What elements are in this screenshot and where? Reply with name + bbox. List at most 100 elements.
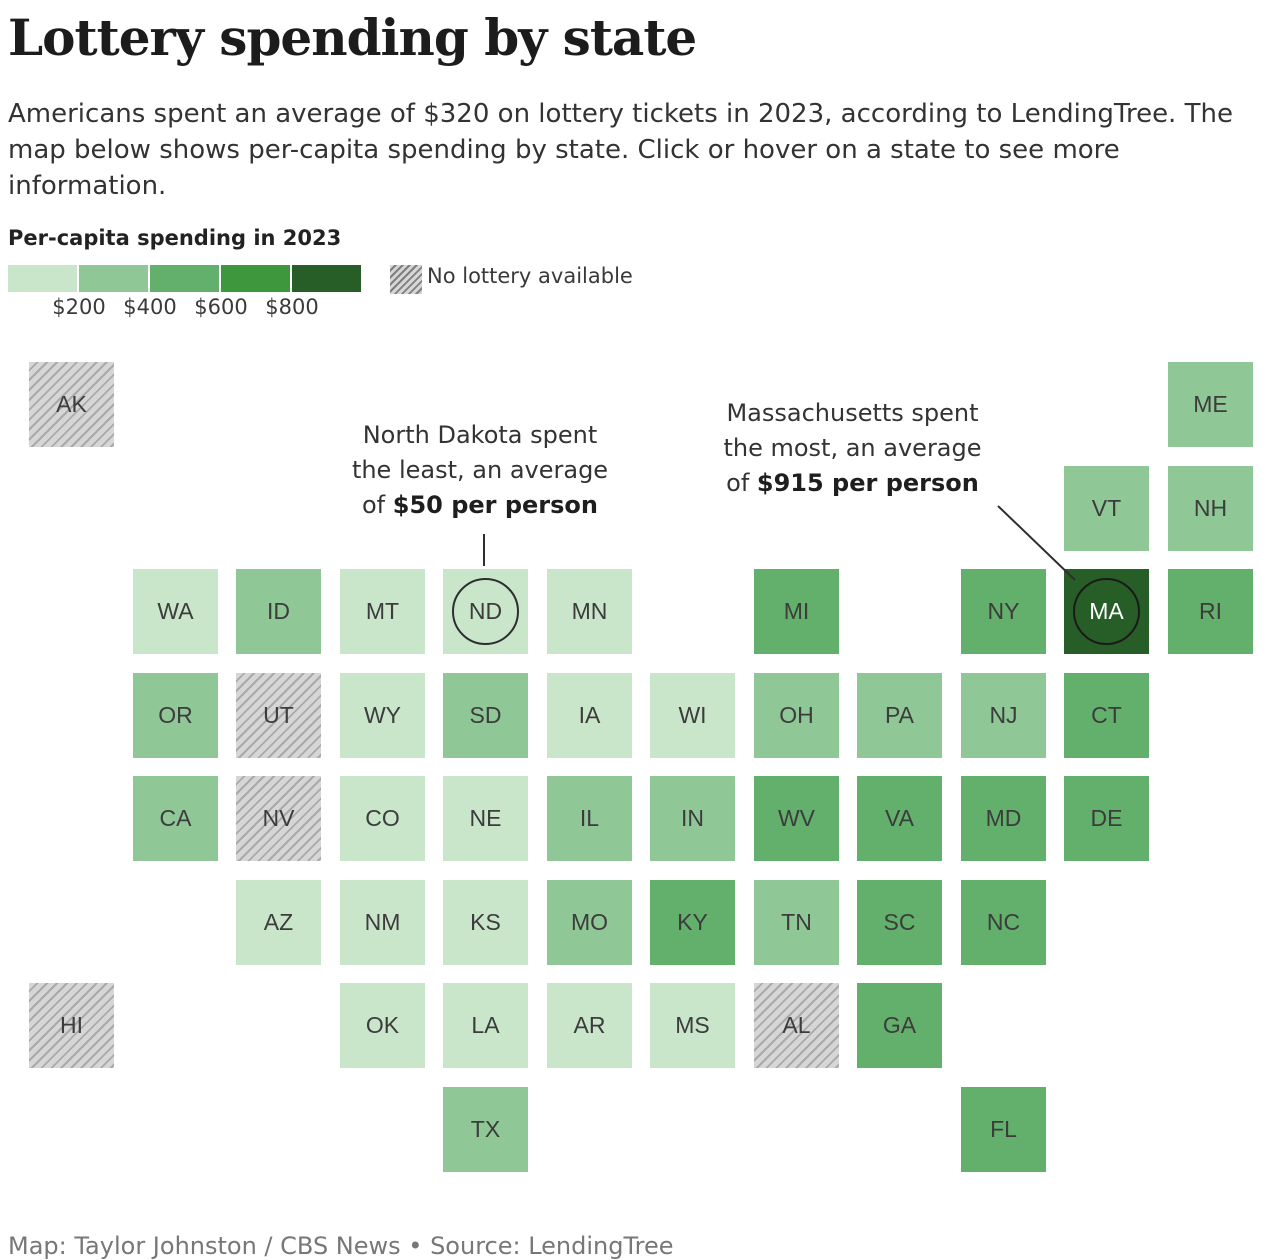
state-abbr-label: NM <box>364 909 401 935</box>
state-abbr-label: AZ <box>263 909 294 935</box>
legend-swatch-bin-4 <box>221 265 290 292</box>
state-tile-nv[interactable]: NV <box>236 776 321 861</box>
state-tile-ks[interactable]: KS <box>443 880 528 965</box>
state-tile-nj[interactable]: NJ <box>961 673 1046 758</box>
no-lottery-label: No lottery available <box>427 264 633 288</box>
annotation-line: Massachusetts spent <box>726 399 979 427</box>
state-tile-md[interactable]: MD <box>961 776 1046 861</box>
state-tile-tx[interactable]: TX <box>443 1087 528 1172</box>
state-tile-co[interactable]: CO <box>340 776 425 861</box>
state-abbr-label: CO <box>365 805 400 831</box>
state-tile-ak[interactable]: AK <box>29 362 114 447</box>
state-abbr-label: PA <box>885 702 914 728</box>
state-abbr-label: IN <box>681 805 704 831</box>
state-tile-ms[interactable]: MS <box>650 983 735 1068</box>
state-tile-ne[interactable]: NE <box>443 776 528 861</box>
state-tile-nm[interactable]: NM <box>340 880 425 965</box>
state-tile-id[interactable]: ID <box>236 569 321 654</box>
annotation-line: of $50 per person <box>330 488 630 523</box>
state-tile-wa[interactable]: WA <box>133 569 218 654</box>
legend-swatch-bin-1 <box>8 265 77 292</box>
annotation-prefix: of <box>361 491 393 519</box>
state-tile-sd[interactable]: SD <box>443 673 528 758</box>
state-tile-mt[interactable]: MT <box>340 569 425 654</box>
state-tile-ct[interactable]: CT <box>1064 673 1149 758</box>
state-tile-az[interactable]: AZ <box>236 880 321 965</box>
state-abbr-label: NE <box>469 805 502 831</box>
state-tile-mo[interactable]: MO <box>547 880 632 965</box>
annotation-massachusetts: Massachusetts spent the most, an average… <box>700 396 1005 501</box>
state-tile-mi[interactable]: MI <box>754 569 839 654</box>
legend-swatch-bin-3 <box>150 265 219 292</box>
state-tile-vt[interactable]: VT <box>1064 466 1149 551</box>
state-abbr-label: NH <box>1193 495 1228 521</box>
state-tile-in[interactable]: IN <box>650 776 735 861</box>
legend-tick-label: $800 <box>265 295 319 319</box>
state-tile-de[interactable]: DE <box>1064 776 1149 861</box>
state-abbr-label: WI <box>678 702 707 728</box>
annotation-line: of $915 per person <box>700 466 1005 501</box>
state-abbr-label: VT <box>1091 495 1122 521</box>
state-tile-ny[interactable]: NY <box>961 569 1046 654</box>
state-abbr-label: UT <box>263 702 294 728</box>
state-tile-ga[interactable]: GA <box>857 983 942 1068</box>
state-tile-ut[interactable]: UT <box>236 673 321 758</box>
state-abbr-label: WA <box>157 598 194 624</box>
state-tile-ma[interactable]: MA <box>1064 569 1149 654</box>
state-tile-oh[interactable]: OH <box>754 673 839 758</box>
no-lottery-swatch <box>390 265 422 294</box>
state-abbr-label: OH <box>779 702 814 728</box>
annotation-line: North Dakota spent <box>362 421 598 449</box>
state-abbr-label: MI <box>783 598 810 624</box>
state-tile-me[interactable]: ME <box>1168 362 1253 447</box>
annotation-prefix: of <box>726 469 757 497</box>
state-tile-wv[interactable]: WV <box>754 776 839 861</box>
state-abbr-label: KS <box>470 909 501 935</box>
state-tile-mn[interactable]: MN <box>547 569 632 654</box>
state-tile-ia[interactable]: IA <box>547 673 632 758</box>
state-abbr-label: OR <box>158 702 193 728</box>
state-abbr-label: KY <box>677 909 708 935</box>
state-tile-nh[interactable]: NH <box>1168 466 1253 551</box>
state-tile-wy[interactable]: WY <box>340 673 425 758</box>
state-tile-il[interactable]: IL <box>547 776 632 861</box>
state-abbr-label: HI <box>60 1012 83 1038</box>
state-abbr-label: AR <box>573 1012 606 1038</box>
state-tile-ok[interactable]: OK <box>340 983 425 1068</box>
state-tile-al[interactable]: AL <box>754 983 839 1068</box>
state-abbr-label: TX <box>470 1116 501 1142</box>
state-tile-nc[interactable]: NC <box>961 880 1046 965</box>
page-title: Lottery spending by state <box>8 8 697 67</box>
state-abbr-label: MO <box>570 909 609 935</box>
state-tile-ri[interactable]: RI <box>1168 569 1253 654</box>
state-tile-sc[interactable]: SC <box>857 880 942 965</box>
state-abbr-label: ID <box>267 598 290 624</box>
state-abbr-label: IL <box>579 805 600 831</box>
annotation-north-dakota: North Dakota spent the least, an average… <box>330 418 630 523</box>
state-abbr-label: FL <box>990 1116 1017 1142</box>
state-tile-nd[interactable]: ND <box>443 569 528 654</box>
legend-tick-label: $400 <box>123 295 177 319</box>
state-abbr-label: CA <box>159 805 192 831</box>
state-tile-ky[interactable]: KY <box>650 880 735 965</box>
state-tile-ar[interactable]: AR <box>547 983 632 1068</box>
annotation-line: the least, an average <box>351 456 609 484</box>
highlight-circle <box>452 578 519 645</box>
state-tile-fl[interactable]: FL <box>961 1087 1046 1172</box>
state-abbr-label: AK <box>56 391 87 417</box>
state-tile-hi[interactable]: HI <box>29 983 114 1068</box>
state-tile-ca[interactable]: CA <box>133 776 218 861</box>
state-abbr-label: TN <box>781 909 812 935</box>
legend-title: Per-capita spending in 2023 <box>8 226 342 250</box>
state-abbr-label: MT <box>365 598 400 624</box>
state-tile-wi[interactable]: WI <box>650 673 735 758</box>
state-abbr-label: LA <box>471 1012 500 1038</box>
state-tile-or[interactable]: OR <box>133 673 218 758</box>
state-tile-la[interactable]: LA <box>443 983 528 1068</box>
state-tile-va[interactable]: VA <box>857 776 942 861</box>
state-tile-pa[interactable]: PA <box>857 673 942 758</box>
state-tile-tn[interactable]: TN <box>754 880 839 965</box>
source-credit: Map: Taylor Johnston / CBS News • Source… <box>8 1232 674 1260</box>
annotation-value: $50 per person <box>392 491 599 519</box>
state-abbr-label: MN <box>571 598 608 624</box>
